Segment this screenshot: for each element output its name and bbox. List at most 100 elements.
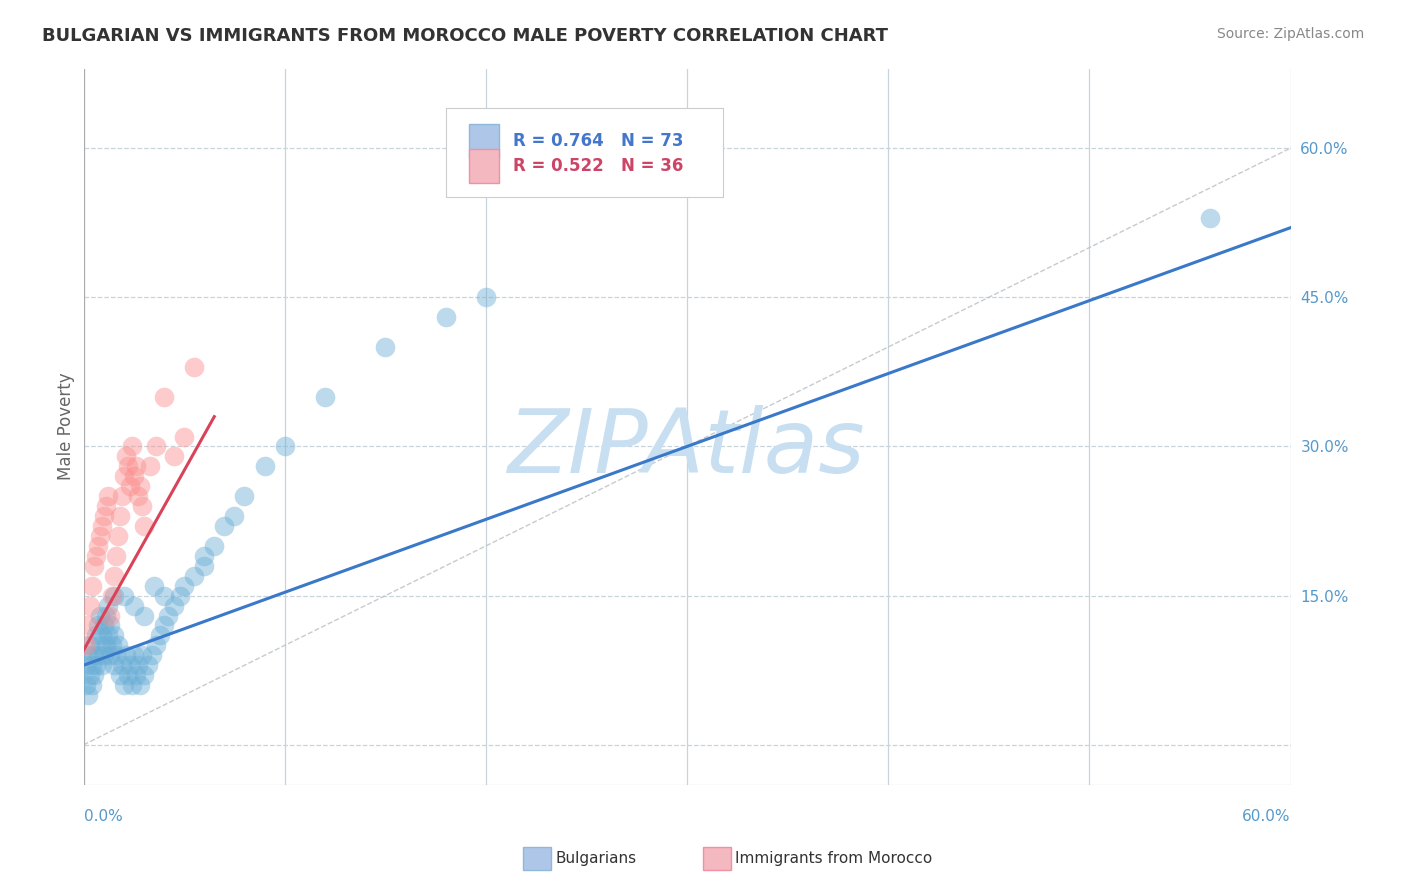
Point [86, 539, 108, 553]
Point [93, 618, 115, 632]
Point [233, 489, 256, 503]
Point [86, 648, 108, 663]
Point [107, 529, 129, 543]
Point [94, 499, 117, 513]
Point [103, 628, 125, 642]
Point [156, 608, 179, 623]
Point [97, 489, 120, 503]
Point [122, 599, 145, 613]
Point [76, 688, 98, 702]
Point [173, 579, 195, 593]
Point [153, 390, 176, 404]
Point [183, 568, 205, 582]
Point [97, 628, 120, 642]
Point [112, 469, 135, 483]
Point [131, 499, 153, 513]
Text: 60.0%: 60.0% [1241, 810, 1291, 824]
Point [79, 599, 101, 613]
Point [90, 628, 112, 642]
Point [80, 658, 103, 673]
Point [127, 489, 149, 503]
Point [117, 459, 139, 474]
Point [127, 658, 149, 673]
Point [76, 648, 98, 663]
Bar [468, 149, 499, 183]
Point [94, 639, 117, 653]
Point [475, 290, 498, 304]
Point [142, 579, 165, 593]
Point [125, 668, 148, 682]
Text: Bulgarians: Bulgarians [555, 851, 637, 865]
Point [145, 639, 167, 653]
Point [193, 549, 215, 563]
Point [98, 648, 121, 663]
Text: BULGARIAN VS IMMIGRANTS FROM MOROCCO MALE POVERTY CORRELATION CHART: BULGARIAN VS IMMIGRANTS FROM MOROCCO MAL… [42, 27, 889, 45]
Point [139, 459, 162, 474]
Point [121, 440, 143, 454]
Point [193, 558, 215, 573]
Point [434, 310, 457, 325]
Point [163, 450, 186, 464]
Point [132, 608, 155, 623]
Point [131, 648, 153, 663]
Point [83, 558, 105, 573]
Point [100, 639, 122, 653]
Point [104, 549, 127, 563]
FancyBboxPatch shape [446, 108, 723, 197]
Point [80, 579, 103, 593]
Bar [468, 124, 499, 158]
Point [83, 668, 105, 682]
Point [112, 678, 135, 692]
Point [86, 618, 108, 632]
Point [253, 459, 276, 474]
Point [84, 549, 107, 563]
Text: Immigrants from Morocco: Immigrants from Morocco [735, 851, 932, 865]
Point [374, 340, 396, 354]
Point [79, 639, 101, 653]
Point [111, 658, 134, 673]
Point [84, 658, 107, 673]
Point [108, 509, 131, 524]
Point [84, 628, 107, 642]
Point [90, 658, 112, 673]
Text: Source: ZipAtlas.com: Source: ZipAtlas.com [1216, 27, 1364, 41]
Point [149, 628, 172, 642]
Point [103, 568, 125, 582]
Point [214, 519, 236, 533]
Point [93, 509, 115, 524]
Point [104, 648, 127, 663]
Point [132, 668, 155, 682]
Point [173, 429, 195, 443]
Point [202, 539, 225, 553]
Point [89, 639, 111, 653]
Point [75, 658, 97, 673]
Point [224, 509, 246, 524]
Point [128, 678, 150, 692]
Point [89, 608, 111, 623]
Point [122, 469, 145, 483]
Point [121, 678, 143, 692]
Text: ZIPAtlas: ZIPAtlas [509, 405, 866, 491]
Y-axis label: Male Poverty: Male Poverty [58, 373, 75, 481]
Point [112, 589, 135, 603]
Point [136, 658, 159, 673]
Point [97, 599, 120, 613]
Point [118, 658, 141, 673]
Point [153, 589, 176, 603]
Text: R = 0.764   N = 73: R = 0.764 N = 73 [513, 132, 683, 150]
Point [163, 599, 186, 613]
Point [98, 618, 121, 632]
Point [108, 668, 131, 682]
Point [103, 658, 125, 673]
Point [114, 450, 136, 464]
Point [153, 618, 176, 632]
Point [117, 668, 139, 682]
Point [103, 589, 125, 603]
Point [118, 479, 141, 493]
Point [145, 440, 167, 454]
Point [183, 359, 205, 374]
Point [90, 519, 112, 533]
Point [80, 678, 103, 692]
Point [314, 390, 336, 404]
Point [100, 589, 122, 603]
